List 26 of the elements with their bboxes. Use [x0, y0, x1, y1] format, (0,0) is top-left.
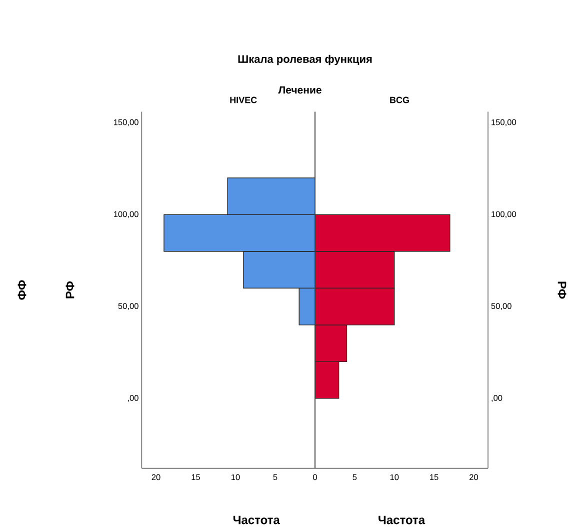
- y-tick-label: 50,00: [491, 303, 512, 310]
- y-axis-title: РФ: [66, 281, 74, 298]
- y-axis-title: РФ: [558, 282, 566, 299]
- x-tick-label: 20: [152, 474, 160, 480]
- text: BCG: [390, 96, 409, 104]
- y-tick-label: ,00: [492, 395, 502, 402]
- x-tick-label: 5: [352, 474, 357, 480]
- x-axis-title: Частота: [378, 516, 426, 524]
- y-tick-label: 100,00: [492, 211, 516, 218]
- chart-title: Шкала ролевая функция: [238, 54, 372, 66]
- x-tick-label: 10: [232, 474, 240, 480]
- y-tick-label: ,00: [128, 395, 138, 402]
- text: ФФ: [18, 280, 26, 300]
- x-tick-label: 15: [430, 474, 438, 480]
- x-axis-title: Частота: [233, 516, 280, 524]
- y-tick-label: 150,00: [114, 119, 138, 126]
- x-tick-label: 5: [273, 474, 278, 480]
- chart-subtitle: Лечение: [278, 86, 322, 94]
- x-tick-label: 20: [470, 474, 478, 480]
- x-tick-label: 10: [390, 474, 399, 480]
- text: HIVEC: [230, 96, 257, 104]
- y-tick-label: 50,00: [118, 303, 138, 310]
- y-tick-label: 100,00: [114, 211, 138, 218]
- y-tick-label: 150,00: [492, 119, 516, 126]
- x-tick-label: 0: [313, 474, 317, 480]
- x-tick-label: 15: [192, 474, 200, 480]
